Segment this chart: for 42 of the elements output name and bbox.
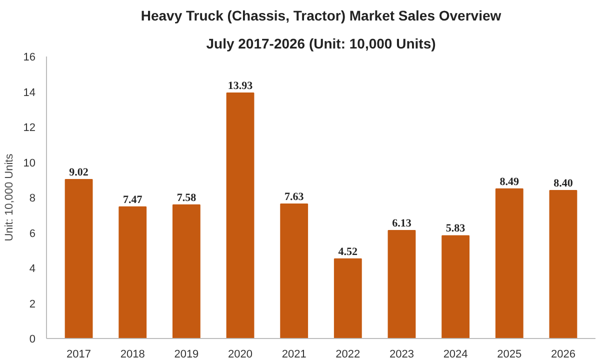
- data-label: 6.13: [392, 217, 412, 230]
- x-tick-label: 2023: [390, 348, 414, 360]
- y-tick-label: 0: [29, 334, 36, 346]
- x-tick-label: 2019: [174, 348, 199, 360]
- y-tick-label: 6: [29, 228, 36, 240]
- bar: [442, 235, 470, 338]
- x-tick-label: 2025: [497, 348, 522, 360]
- chart-title: Heavy Truck (Chassis, Tractor) Market Sales Overview: [140, 8, 502, 24]
- bar: [64, 179, 93, 338]
- data-label: 8.49: [500, 176, 520, 188]
- bar: [118, 206, 147, 338]
- bar: [226, 92, 254, 338]
- x-tick-label: 2017: [66, 348, 92, 360]
- x-tick-label: 2020: [228, 348, 253, 360]
- y-tick-label: 2: [29, 298, 36, 310]
- data-label: 13.93: [228, 80, 254, 92]
- bar: [549, 190, 578, 338]
- y-tick-label: 4: [29, 263, 36, 275]
- y-tick-label: 12: [23, 122, 36, 134]
- y-tick-label: 10: [23, 157, 36, 170]
- x-tick-label: 2024: [443, 348, 468, 360]
- data-label: 5.83: [446, 222, 466, 235]
- x-tick-label: 2022: [336, 348, 360, 360]
- bar: [280, 204, 308, 338]
- bar: [172, 204, 200, 338]
- data-label: 7.58: [176, 192, 197, 204]
- bar: [388, 230, 416, 338]
- bar: [334, 258, 362, 338]
- y-axis-title: Unit: 10,000 Units: [3, 153, 16, 242]
- y-tick-label: 16: [23, 52, 36, 64]
- x-tick-label: 2026: [550, 348, 576, 360]
- data-label: 7.63: [284, 191, 304, 204]
- data-label: 4.52: [338, 246, 358, 258]
- bar: [495, 188, 524, 338]
- data-label: 7.47: [122, 194, 143, 206]
- y-tick-label: 14: [23, 86, 36, 99]
- y-tick-label: 8: [29, 192, 36, 204]
- data-label: 9.02: [69, 166, 89, 179]
- data-label: 8.40: [554, 177, 574, 190]
- chart-subtitle: July 2017-2026 (Unit: 10,000 Units): [206, 36, 436, 52]
- x-tick-label: 2018: [120, 348, 145, 360]
- x-tick-label: 2021: [282, 348, 306, 360]
